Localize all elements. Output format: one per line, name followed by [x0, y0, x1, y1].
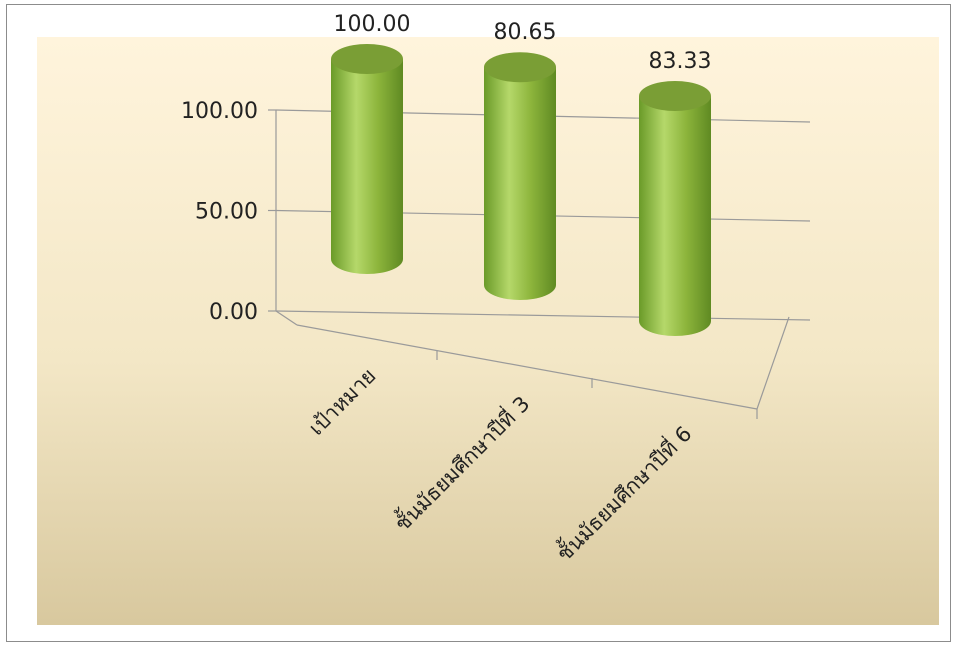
data-label: 80.65	[494, 20, 557, 45]
bar	[484, 52, 556, 300]
bar	[331, 44, 403, 274]
y-tick-label: 0.00	[209, 300, 258, 325]
y-tick-label: 50.00	[195, 200, 258, 225]
floor-edge	[275, 310, 298, 326]
y-axis-ticks: 0.00 50.00 100.00	[181, 99, 258, 325]
bar-body	[484, 67, 556, 300]
floor-edge	[756, 316, 790, 410]
data-label: 83.33	[649, 49, 712, 74]
bars	[331, 44, 711, 336]
y-tick-label: 100.00	[181, 99, 258, 124]
gridline	[275, 310, 811, 321]
bar	[639, 81, 711, 336]
bar-top	[484, 52, 556, 83]
bar-body	[331, 59, 403, 274]
data-labels: 100.00 80.65 83.33	[334, 12, 712, 74]
x-axis-line	[296, 324, 758, 410]
bar-body	[639, 96, 711, 336]
data-label: 100.00	[334, 12, 411, 37]
bar-top	[331, 44, 403, 74]
bar-top	[639, 81, 711, 112]
chart-frame: 0.00 50.00 100.00 100.00 80.65 83.33 เป้าหมา…	[6, 4, 951, 642]
